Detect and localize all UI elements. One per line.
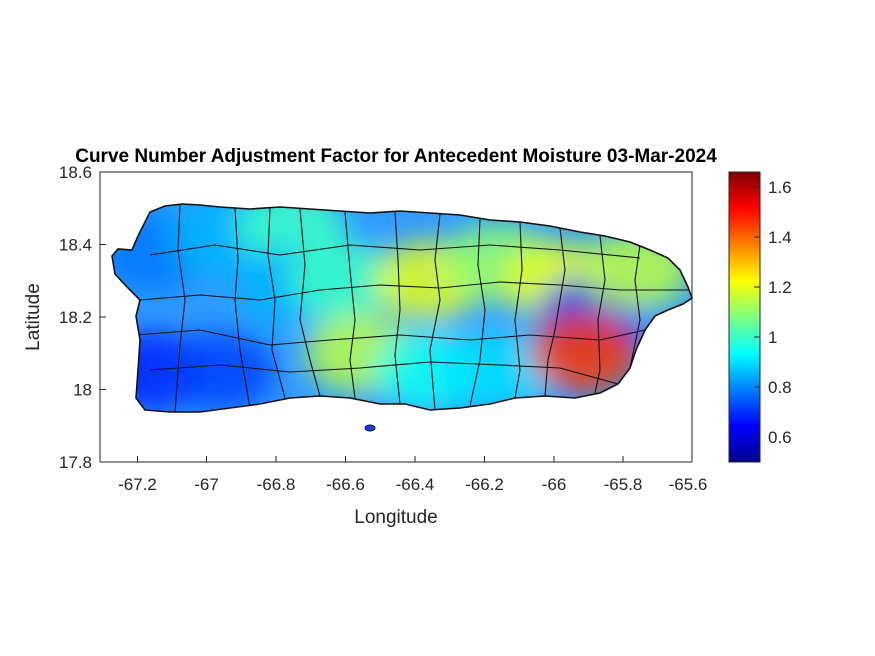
x-tick-label: -67 — [194, 475, 219, 494]
y-axis-label: Latitude — [23, 283, 44, 351]
municipality-boundaries — [135, 204, 688, 412]
y-ticks — [100, 171, 106, 463]
heat-field — [112, 204, 692, 412]
colorbar-tick-label: 0.6 — [768, 428, 792, 447]
x-tick-label: -65.6 — [669, 475, 708, 494]
heat-region — [443, 331, 554, 412]
colorbar-ticks — [754, 186, 760, 438]
colorbar-tick-label: 0.8 — [768, 378, 792, 397]
colorbar: 0.6 0.8 1 1.2 1.4 1.6 — [728, 171, 792, 463]
x-tick-label: -66.4 — [396, 475, 435, 494]
y-tick-label: 18.4 — [59, 236, 92, 255]
colorbar-tick-label: 1.2 — [768, 278, 792, 297]
y-tick-label: 18.6 — [59, 163, 92, 182]
y-tick-labels: 17.8 18 18.2 18.4 18.6 — [59, 163, 92, 472]
y-tick-label: 17.8 — [59, 453, 92, 472]
colorbar-gradient — [728, 171, 761, 463]
x-axis-label: Longitude — [354, 507, 437, 528]
x-tick-label: -67.2 — [118, 475, 157, 494]
y-tick-label: 18.2 — [59, 308, 92, 327]
x-tick-label: -66.2 — [465, 475, 504, 494]
x-tick-label: -66.8 — [257, 475, 296, 494]
x-tick-label: -66.6 — [326, 475, 365, 494]
x-tick-label: -66 — [542, 475, 567, 494]
heat-region — [529, 313, 640, 394]
heat-region — [166, 331, 277, 412]
colorbar-tick-label: 1.6 — [768, 178, 792, 197]
heat-region — [287, 240, 398, 321]
colorbar-tick-label: 1 — [768, 328, 777, 347]
x-ticks — [137, 456, 693, 462]
chart-title: Curve Number Adjustment Factor for Antec… — [75, 146, 717, 167]
colorbar-tick-label: 1.4 — [768, 228, 792, 247]
y-tick-label: 18 — [73, 381, 92, 400]
x-tick-label: -65.8 — [604, 475, 643, 494]
offshore-island — [364, 424, 376, 432]
x-tick-labels: -67.2 -67 -66.8 -66.6 -66.4 -66.2 -66 -6… — [118, 475, 707, 494]
